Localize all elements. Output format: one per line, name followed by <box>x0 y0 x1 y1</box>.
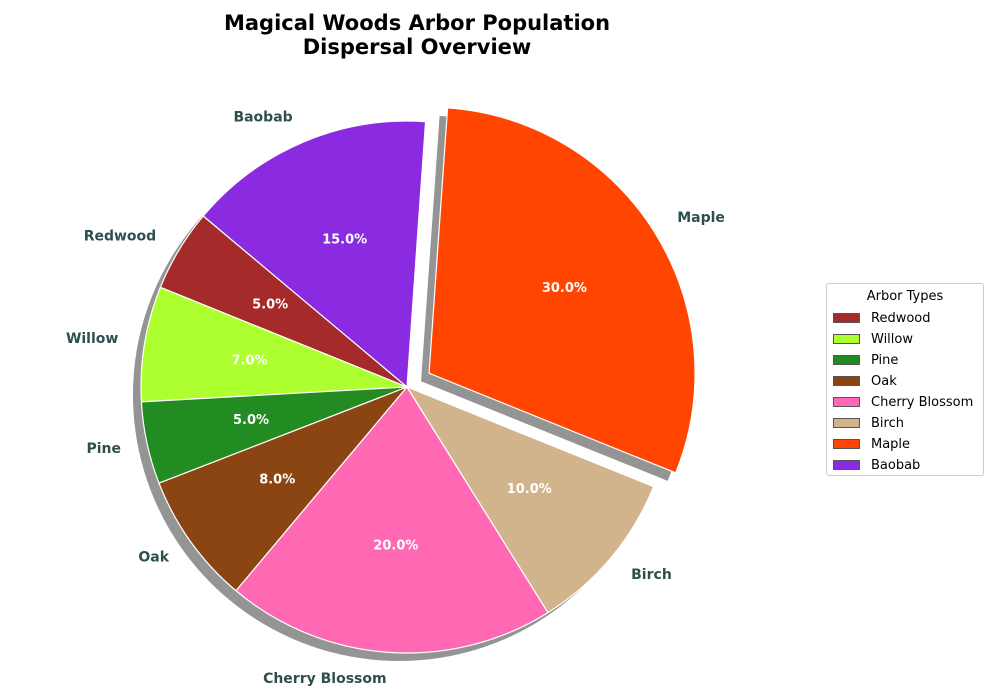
category-labels: Redwood Willow Pine Oak Cherry Blossom Birch M… <box>66 110 725 687</box>
legend-item-maple: Maple <box>833 436 910 452</box>
legend-label-cherry-blossom: Cherry Blossom <box>871 394 974 410</box>
pct-label-pine: 5.0% <box>233 413 269 428</box>
legend: Arbor Types Redwood Willow Pine Oak Cherry B… <box>826 283 984 476</box>
category-label-cherry-blossom: Cherry Blossom <box>263 671 387 687</box>
legend-label-maple: Maple <box>871 436 911 452</box>
legend-label-birch: Birch <box>871 415 904 431</box>
category-label-pine: Pine <box>86 441 121 457</box>
category-label-willow: Willow <box>66 331 118 347</box>
legend-label-willow: Willow <box>871 331 913 347</box>
legend-item-pine: Pine <box>833 352 898 368</box>
slice-oak <box>158 386 408 592</box>
pct-label-oak: 8.0% <box>259 472 295 487</box>
legend-item-birch: Birch <box>833 415 904 431</box>
legend-swatch-oak <box>833 376 860 386</box>
category-label-baobab: Baobab <box>233 110 292 126</box>
category-label-birch: Birch <box>631 567 672 583</box>
legend-label-baobab: Baobab <box>871 457 921 473</box>
pct-label-redwood: 5.0% <box>252 297 288 312</box>
legend-item-redwood: Redwood <box>833 310 931 326</box>
legend-swatch-willow <box>833 334 860 344</box>
chart-title-line-2: Dispersal Overview <box>303 35 532 59</box>
pie-slices <box>140 107 696 654</box>
legend-item-oak: Oak <box>833 373 897 389</box>
slice-birch <box>406 386 655 614</box>
slice-maple <box>428 107 696 474</box>
pct-label-maple: 30.0% <box>542 281 587 296</box>
legend-swatch-redwood <box>833 313 860 323</box>
legend-item-baobab: Baobab <box>833 457 920 473</box>
chart-title-line-1: Magical Woods Arbor Population <box>224 11 610 35</box>
legend-item-cherry-blossom: Cherry Blossom <box>833 394 973 410</box>
slice-cherry-blossom <box>235 386 549 654</box>
pct-label-baobab: 15.0% <box>322 233 367 248</box>
legend-item-willow: Willow <box>833 331 913 347</box>
slice-willow <box>140 286 408 403</box>
legend-label-pine: Pine <box>871 352 899 368</box>
legend-title: Arbor Types <box>866 289 944 304</box>
pct-label-cherry-blossom: 20.0% <box>373 539 418 554</box>
legend-label-oak: Oak <box>871 373 897 389</box>
legend-label-redwood: Redwood <box>871 310 931 326</box>
category-label-maple: Maple <box>677 210 725 226</box>
legend-swatch-birch <box>833 418 860 428</box>
legend-swatch-baobab <box>833 460 860 470</box>
slice-baobab <box>202 120 427 388</box>
pct-label-birch: 10.0% <box>507 482 552 497</box>
legend-swatch-maple <box>833 439 860 449</box>
legend-swatch-pine <box>833 355 860 365</box>
category-label-redwood: Redwood <box>84 228 157 244</box>
legend-swatch-cherry-blossom <box>833 397 860 407</box>
pct-label-willow: 7.0% <box>232 353 268 368</box>
percent-labels: 5.0% 7.0% 5.0% 8.0% 20.0% 10.0% 30.0% 15.0% <box>232 233 587 554</box>
category-label-oak: Oak <box>138 549 169 565</box>
